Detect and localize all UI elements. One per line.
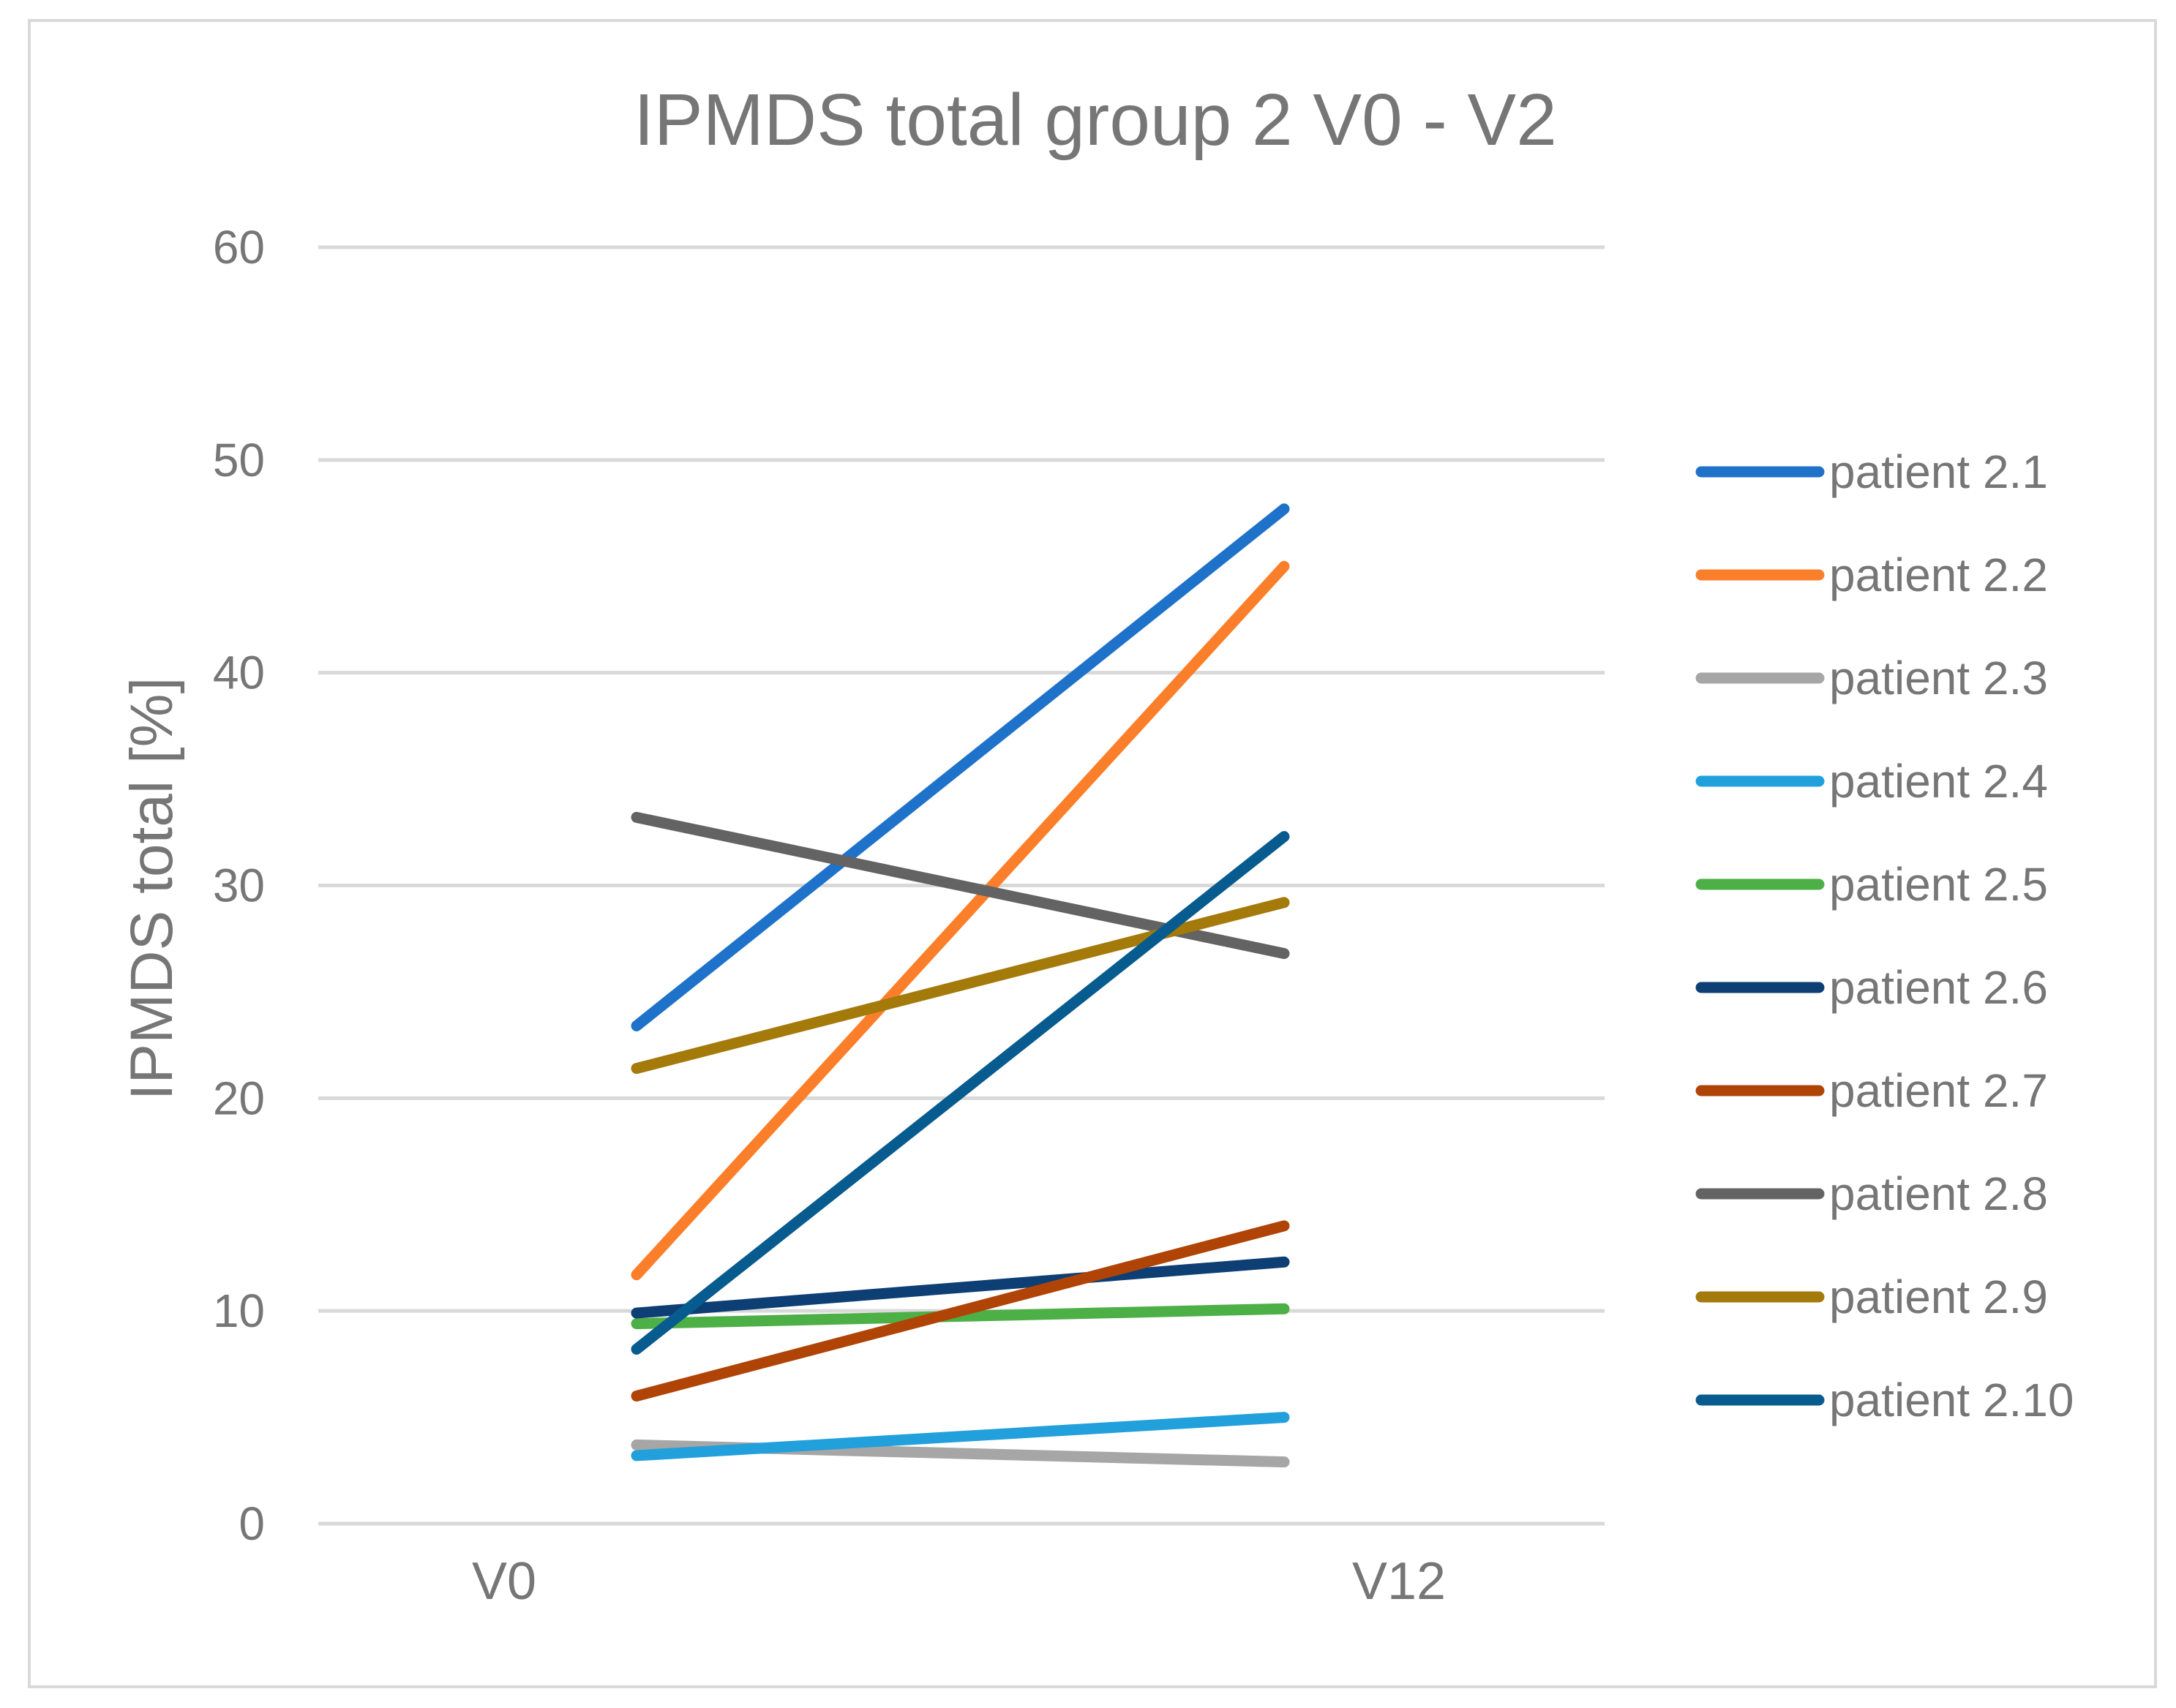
series-line-1 <box>631 503 1290 1031</box>
legend-item: patient 2.8 <box>1695 1167 2048 1220</box>
legend-item: patient 2.10 <box>1695 1374 2074 1426</box>
series-line-4 <box>631 1412 1290 1461</box>
legend-item: patient 2.9 <box>1695 1271 2048 1323</box>
series-line-6 <box>631 1256 1290 1319</box>
series-line-10 <box>631 831 1290 1355</box>
legend-item: patient 2.4 <box>1695 755 2048 808</box>
legend-item: patient 2.3 <box>1695 652 2048 704</box>
legend-item: patient 2.5 <box>1695 858 2048 911</box>
legend-item: patient 2.6 <box>1695 961 2048 1014</box>
y-tick-label: 40 <box>213 647 265 699</box>
y-tick-label: 10 <box>213 1284 265 1337</box>
chart-frame <box>28 19 2157 1688</box>
y-tick-label: 30 <box>213 859 265 912</box>
legend-label: patient 2.8 <box>1829 1167 2048 1220</box>
legend-label: patient 2.3 <box>1829 652 2048 704</box>
legend-label: patient 2.1 <box>1829 445 2048 498</box>
series-line-9 <box>631 897 1290 1075</box>
legend-label: patient 2.6 <box>1829 961 2048 1014</box>
series-line-2 <box>631 560 1290 1281</box>
legend-label: patient 2.4 <box>1829 755 2048 808</box>
y-tick-label: 20 <box>213 1072 265 1124</box>
legend-item: patient 2.7 <box>1695 1064 2048 1117</box>
x-tick-label: V12 <box>1352 1552 1446 1611</box>
y-tick-label: 50 <box>213 434 265 486</box>
y-tick-label: 0 <box>239 1497 265 1550</box>
legend-label: patient 2.9 <box>1829 1271 2048 1323</box>
legend-label: patient 2.10 <box>1829 1374 2074 1426</box>
series-line-7 <box>631 1220 1290 1402</box>
legend-label: patient 2.5 <box>1829 858 2048 911</box>
legend-item: patient 2.2 <box>1695 549 2048 601</box>
legend-label: patient 2.7 <box>1829 1064 2048 1117</box>
legend: patient 2.1 patient 2.2 patient 2.3 patient… <box>1695 445 2074 1426</box>
x-tick-label: V0 <box>472 1552 536 1611</box>
y-tick-label: 60 <box>213 221 265 274</box>
legend-label: patient 2.2 <box>1829 549 2048 601</box>
chart-title: IPMDS total group 2 V0 - V2 <box>634 79 1557 161</box>
legend-item: patient 2.1 <box>1695 445 2048 498</box>
y-axis-title: IPMDS total [%] <box>119 677 185 1101</box>
